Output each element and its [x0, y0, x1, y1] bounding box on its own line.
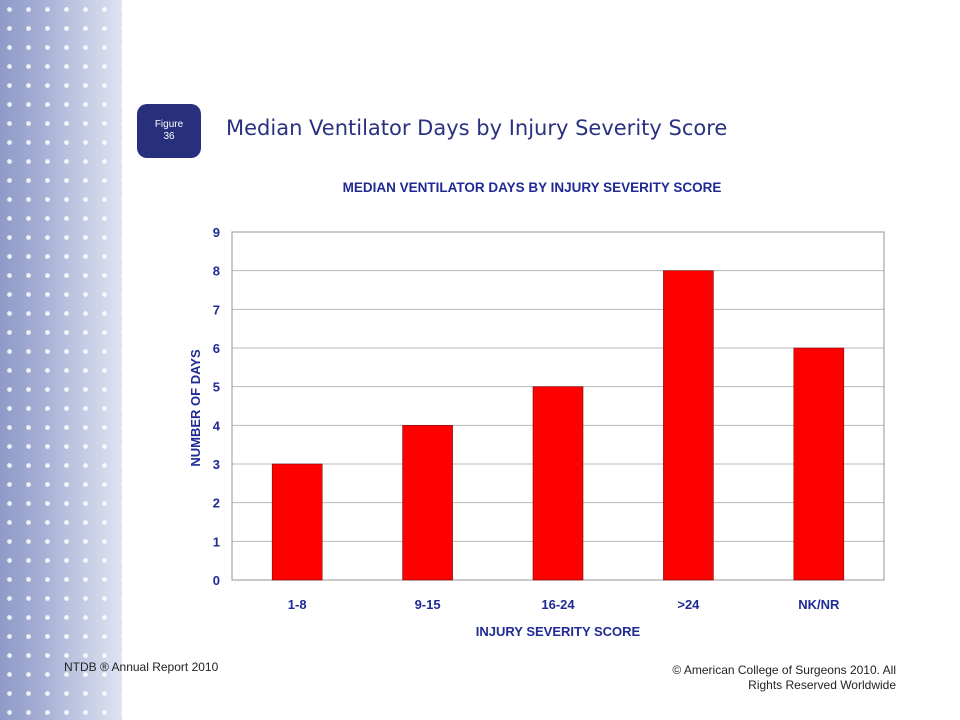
footer-copyright-line2: Rights Reserved Worldwide	[748, 678, 896, 692]
figure-badge-number: 36	[163, 131, 175, 142]
y-tick-label: 0	[213, 573, 220, 588]
y-tick-label: 9	[213, 225, 220, 240]
x-tick-label: 9-15	[415, 597, 441, 612]
bar-chart: MEDIAN VENTILATOR DAYS BY INJURY SEVERIT…	[188, 180, 885, 639]
y-tick-label: 4	[213, 418, 221, 433]
x-tick-label: >24	[677, 597, 700, 612]
bar	[532, 386, 584, 581]
y-tick-label: 8	[213, 264, 220, 279]
y-axis-label: NUMBER OF DAYS	[188, 349, 203, 467]
plot-area: 0 1 2 3 4 5 6 7 8 9 1-8 9-15 16-24 >24 NK/NR	[213, 225, 885, 612]
bar	[402, 425, 453, 581]
bar	[793, 347, 845, 581]
footer-copyright-line1: © American College of Surgeons 2010. All	[672, 663, 896, 677]
chart-title: MEDIAN VENTILATOR DAYS BY INJURY SEVERIT…	[343, 180, 722, 195]
bar	[663, 270, 714, 581]
footer-copyright: © American College of Surgeons 2010. All…	[660, 663, 896, 693]
decorative-sidebar	[0, 0, 122, 720]
y-tick-label: 1	[213, 534, 220, 549]
y-tick-label: 5	[213, 380, 220, 395]
y-tick-label: 7	[213, 302, 220, 317]
figure-badge-label: Figure	[154, 119, 184, 130]
x-tick-label: NK/NR	[798, 597, 840, 612]
bar	[271, 463, 323, 581]
y-tick-label: 6	[213, 341, 220, 356]
y-tick-label: 3	[213, 457, 220, 472]
y-tick-label: 2	[213, 496, 220, 511]
x-tick-label: 16-24	[541, 597, 575, 612]
x-tick-label: 1-8	[288, 597, 307, 612]
figure-badge: Figure 36	[137, 104, 201, 158]
x-axis-label: INJURY SEVERITY SCORE	[476, 624, 641, 639]
page-title: Median Ventilator Days by Injury Severit…	[226, 116, 728, 140]
footer-report-name: NTDB ® Annual Report 2010	[64, 660, 219, 674]
